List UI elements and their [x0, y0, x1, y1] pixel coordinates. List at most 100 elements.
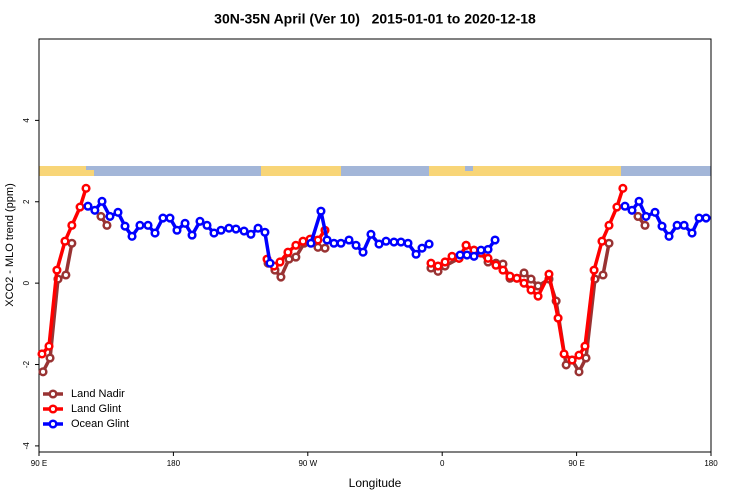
data-point [633, 211, 643, 221]
data-point [38, 367, 48, 377]
data-point [83, 201, 93, 211]
data-point [150, 228, 160, 238]
data-point [440, 257, 450, 267]
land-band [429, 166, 621, 176]
data-point [491, 260, 501, 270]
data-point [358, 247, 368, 257]
data-point [417, 243, 427, 253]
data-point [483, 253, 493, 263]
data-point [276, 272, 286, 282]
land-band [39, 166, 86, 176]
data-point [344, 235, 354, 245]
data-point [426, 258, 436, 268]
data-point [469, 251, 479, 261]
data-point [209, 228, 219, 238]
data-point [462, 250, 472, 260]
y-axis-label: XCO2 - MLO trend (ppm) [4, 183, 16, 306]
data-point [329, 238, 339, 248]
data-point [306, 238, 316, 248]
y-tick-label: -4 [22, 442, 31, 450]
legend-marker [48, 419, 58, 429]
data-point [320, 243, 330, 253]
data-point [574, 350, 584, 360]
data-point [389, 237, 399, 247]
ocean-band [39, 166, 711, 176]
data-point [381, 236, 391, 246]
data-point [291, 240, 301, 250]
data-point [559, 349, 569, 359]
y-tick-label: -2 [22, 360, 31, 368]
data-point [490, 235, 500, 245]
x-tick-label: 90 E [568, 459, 584, 468]
x-tick-label: 180 [704, 459, 718, 468]
data-point [239, 226, 249, 236]
data-point [351, 240, 361, 250]
data-point [498, 265, 508, 275]
legend-marker [48, 404, 58, 414]
land-band [86, 170, 94, 176]
y-tick-label: 2 [22, 199, 31, 204]
data-point [519, 278, 529, 288]
data-point [60, 236, 70, 246]
data-point [45, 353, 55, 363]
data-point [81, 183, 91, 193]
x-tick-label: 180 [167, 459, 181, 468]
data-point [291, 252, 301, 262]
data-point [316, 206, 326, 216]
legend-label: Land Nadir [71, 388, 125, 400]
data-point [476, 245, 486, 255]
data-point [260, 227, 270, 237]
data-point [634, 196, 644, 206]
data-point [67, 238, 77, 248]
data-point [544, 269, 554, 279]
y-tick-label: 0 [22, 280, 31, 285]
data-point [265, 258, 275, 268]
data-point [604, 238, 614, 248]
data-point [105, 211, 115, 221]
data-point [512, 273, 522, 283]
data-point [519, 268, 529, 278]
data-point [589, 265, 599, 275]
data-point [657, 221, 667, 231]
data-point [664, 231, 674, 241]
data-point [224, 223, 234, 233]
data-point [574, 367, 584, 377]
data-point [67, 220, 77, 230]
data-point [687, 228, 697, 238]
data-point [553, 313, 563, 323]
x-tick-label: 90 W [298, 459, 317, 468]
data-point [143, 220, 153, 230]
data-point [135, 220, 145, 230]
data-point [284, 254, 294, 264]
data-point [701, 213, 711, 223]
chart-title: 30N-35N April (Ver 10) 2015-01-01 to 202… [214, 11, 536, 27]
data-point [604, 220, 614, 230]
data-point [612, 202, 622, 212]
data-point [567, 355, 577, 365]
data-point [165, 213, 175, 223]
x-axis-label: Longitude [349, 476, 402, 490]
data-point [447, 251, 457, 261]
data-point [620, 201, 630, 211]
data-point [581, 353, 591, 363]
data-point [598, 270, 608, 280]
data-point [694, 213, 704, 223]
legend-label: Ocean Glint [71, 418, 129, 430]
data-point [96, 211, 106, 221]
data-point [650, 207, 660, 217]
data-point [52, 265, 62, 275]
data-point [120, 221, 130, 231]
data-point [505, 271, 515, 281]
data-point [526, 274, 536, 284]
land-mask [39, 166, 711, 176]
data-point [396, 237, 406, 247]
data-point [246, 229, 256, 239]
data-point [640, 220, 650, 230]
data-point [433, 261, 443, 271]
data-point [253, 223, 263, 233]
data-point [172, 225, 182, 235]
data-point [618, 183, 628, 193]
data-point [366, 229, 376, 239]
data-point [403, 238, 413, 248]
data-point [641, 211, 651, 221]
